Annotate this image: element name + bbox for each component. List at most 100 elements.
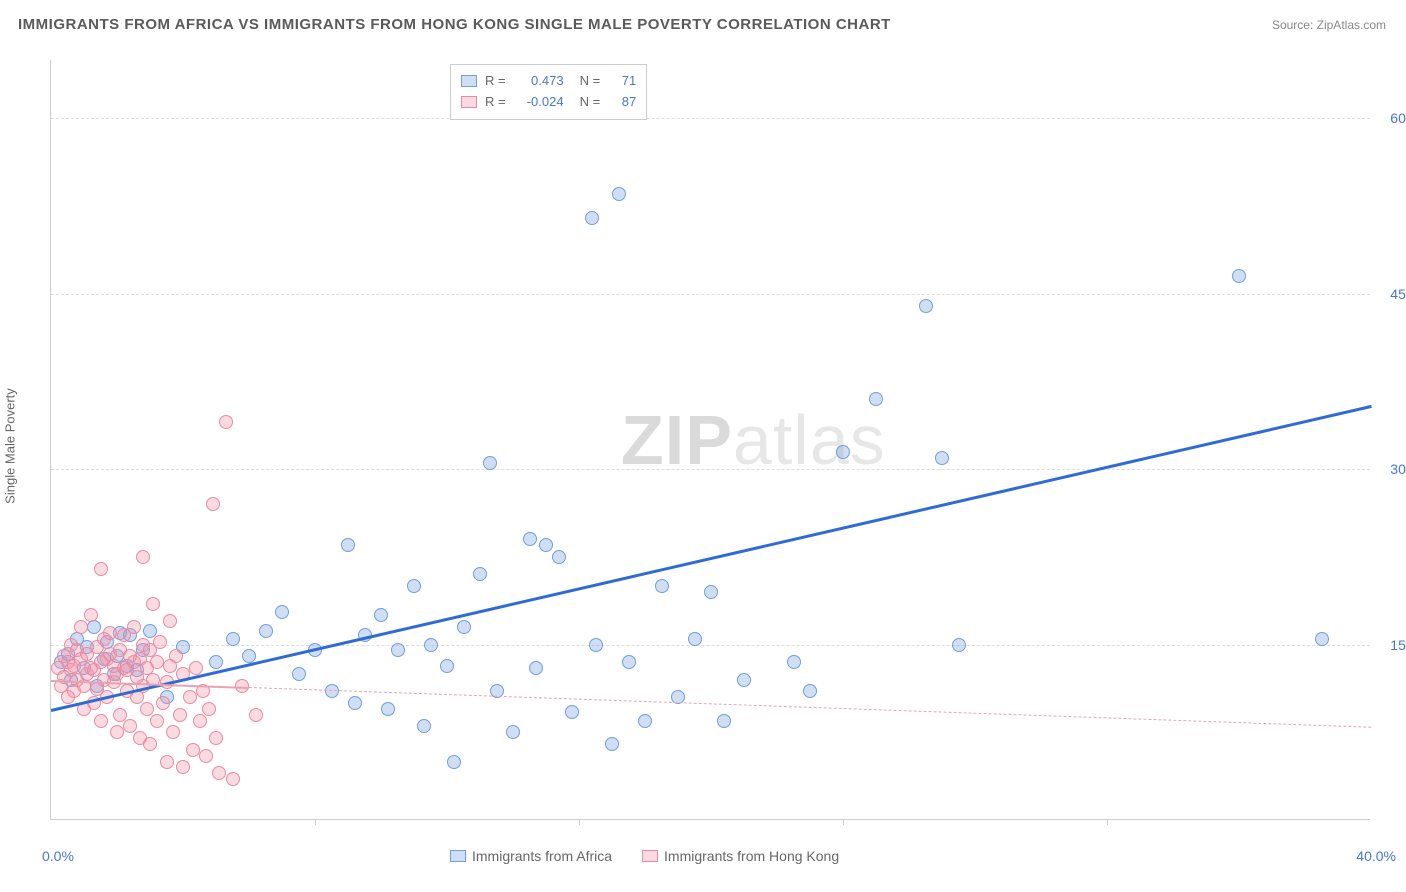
scatter-point [150, 655, 164, 669]
scatter-point [193, 714, 207, 728]
scatter-point [473, 567, 487, 581]
scatter-point [84, 608, 98, 622]
scatter-point [156, 696, 170, 710]
scatter-point [803, 684, 817, 698]
legend-series-label: Immigrants from Africa [472, 848, 612, 864]
scatter-point [143, 737, 157, 751]
scatter-point [186, 743, 200, 757]
scatter-point [219, 415, 233, 429]
legend-swatch [642, 850, 658, 862]
scatter-point [74, 620, 88, 634]
scatter-point [447, 755, 461, 769]
scatter-point [483, 456, 497, 470]
legend-row: R =-0.024N =87 [461, 92, 636, 113]
y-tick-label: 15.0% [1375, 637, 1406, 653]
legend-series-item: Immigrants from Africa [450, 848, 612, 864]
gridline [51, 645, 1370, 646]
scatter-point [688, 632, 702, 646]
scatter-point [146, 597, 160, 611]
chart-area: ZIPatlas 15.0%30.0%45.0%60.0% [50, 60, 1370, 820]
x-axis-min-label: 0.0% [42, 848, 74, 864]
chart-title: IMMIGRANTS FROM AFRICA VS IMMIGRANTS FRO… [18, 16, 891, 33]
scatter-point [655, 579, 669, 593]
scatter-point [622, 655, 636, 669]
legend-series-label: Immigrants from Hong Kong [664, 848, 839, 864]
x-axis-max-label: 40.0% [1356, 848, 1396, 864]
scatter-point [166, 725, 180, 739]
scatter-point [506, 725, 520, 739]
scatter-point [407, 579, 421, 593]
scatter-point [140, 702, 154, 716]
scatter-point [919, 299, 933, 313]
scatter-point [638, 714, 652, 728]
legend-swatch [450, 850, 466, 862]
scatter-point [417, 719, 431, 733]
correlation-legend: R =0.473N =71R =-0.024N =87 [450, 64, 647, 120]
scatter-point [787, 655, 801, 669]
scatter-point [169, 649, 183, 663]
legend-n-label: N = [580, 71, 601, 92]
scatter-point [836, 445, 850, 459]
scatter-point [209, 655, 223, 669]
legend-n-value: 87 [608, 92, 636, 113]
scatter-point [374, 608, 388, 622]
scatter-point [110, 725, 124, 739]
legend-swatch [461, 96, 477, 108]
legend-swatch [461, 75, 477, 87]
scatter-point [123, 719, 137, 733]
scatter-point [226, 772, 240, 786]
gridline [51, 118, 1370, 119]
y-tick-label: 60.0% [1375, 110, 1406, 126]
x-tick [843, 819, 844, 825]
legend-r-label: R = [485, 92, 506, 113]
legend-r-label: R = [485, 71, 506, 92]
scatter-point [552, 550, 566, 564]
scatter-point [440, 659, 454, 673]
scatter-point [1315, 632, 1329, 646]
scatter-point [259, 624, 273, 638]
scatter-point [235, 679, 249, 693]
scatter-point [212, 766, 226, 780]
scatter-point [183, 690, 197, 704]
scatter-point [209, 731, 223, 745]
scatter-point [199, 749, 213, 763]
x-tick [315, 819, 316, 825]
watermark: ZIPatlas [621, 400, 886, 480]
scatter-point [127, 620, 141, 634]
scatter-point [113, 708, 127, 722]
scatter-point [869, 392, 883, 406]
scatter-point [94, 714, 108, 728]
scatter-point [717, 714, 731, 728]
legend-row: R =0.473N =71 [461, 71, 636, 92]
legend-n-label: N = [580, 92, 601, 113]
scatter-point [103, 626, 117, 640]
series-legend: Immigrants from Africa Immigrants from Ho… [450, 848, 839, 864]
scatter-point [585, 211, 599, 225]
y-tick-label: 30.0% [1375, 461, 1406, 477]
scatter-point [160, 755, 174, 769]
y-axis-label: Single Male Poverty [3, 388, 18, 504]
scatter-point [952, 638, 966, 652]
source-name: ZipAtlas.com [1317, 18, 1386, 32]
scatter-point [189, 661, 203, 675]
scatter-point [292, 667, 306, 681]
scatter-point [206, 497, 220, 511]
scatter-point [341, 538, 355, 552]
scatter-point [589, 638, 603, 652]
legend-r-value: 0.473 [514, 71, 564, 92]
y-tick-label: 45.0% [1375, 286, 1406, 302]
scatter-point [163, 614, 177, 628]
scatter-point [143, 624, 157, 638]
scatter-point [457, 620, 471, 634]
legend-series-item: Immigrants from Hong Kong [642, 848, 839, 864]
gridline [51, 469, 1370, 470]
scatter-point [173, 708, 187, 722]
scatter-point [150, 714, 164, 728]
source-prefix: Source: [1272, 18, 1317, 32]
trend-line [51, 405, 1372, 711]
scatter-point [153, 635, 167, 649]
scatter-point [737, 673, 751, 687]
scatter-point [275, 605, 289, 619]
scatter-point [424, 638, 438, 652]
scatter-point [612, 187, 626, 201]
